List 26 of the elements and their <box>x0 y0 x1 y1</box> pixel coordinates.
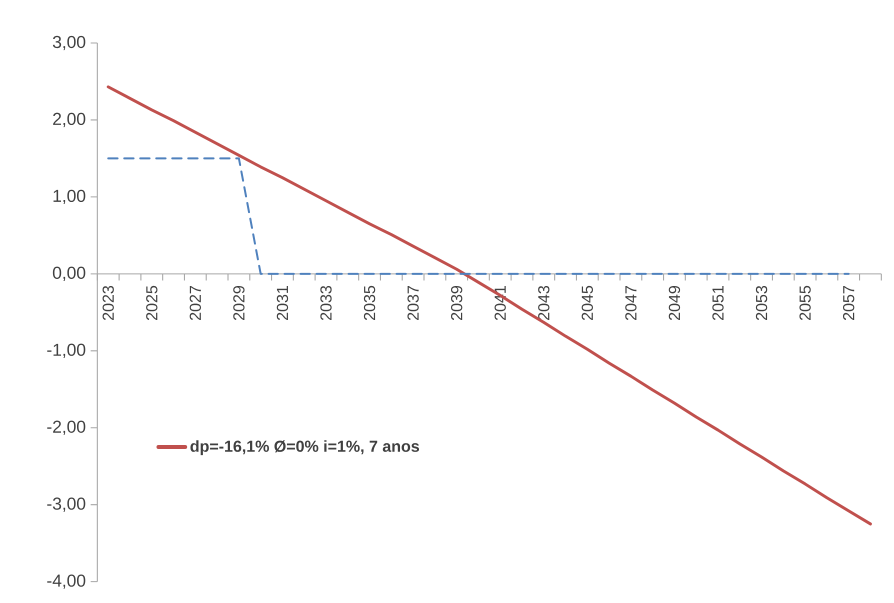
y-tick-label: 3,00 <box>52 36 86 50</box>
x-tick-label: 2029 <box>233 286 245 320</box>
legend-label: dp=-16,1% Ø=0% i=1%, 7 anos <box>190 440 420 456</box>
x-tick-label: 2027 <box>190 286 201 320</box>
x-tick-label: 2055 <box>799 286 811 320</box>
x-tick-label: 2025 <box>146 286 158 320</box>
x-tick-label: 2035 <box>364 286 376 320</box>
y-tick-label: -1,00 <box>47 344 86 358</box>
x-tick-label: 2045 <box>582 286 593 320</box>
y-tick-label: -3,00 <box>47 498 86 512</box>
y-tick-label: 1,00 <box>54 190 86 204</box>
y-tick-label: -4,00 <box>47 574 86 589</box>
y-tick-label: 0,00 <box>52 266 86 282</box>
x-tick-label: 2043 <box>538 286 550 320</box>
x-tick-label: 2031 <box>276 286 288 320</box>
y-tick-label: 2,00 <box>53 112 86 128</box>
x-tick-label: 2057 <box>843 286 854 320</box>
y-tick-label: -2,00 <box>47 420 86 435</box>
x-tick-label: 2033 <box>320 286 332 320</box>
x-tick-label: 2049 <box>668 286 680 320</box>
x-tick-label: 2053 <box>756 286 768 320</box>
x-tick-label: 2023 <box>102 286 114 320</box>
x-tick-label: 2037 <box>407 286 419 320</box>
x-tick-label: 2047 <box>625 286 637 320</box>
x-tick-label: 2051 <box>712 286 724 320</box>
x-tick-label: 2039 <box>451 286 462 320</box>
